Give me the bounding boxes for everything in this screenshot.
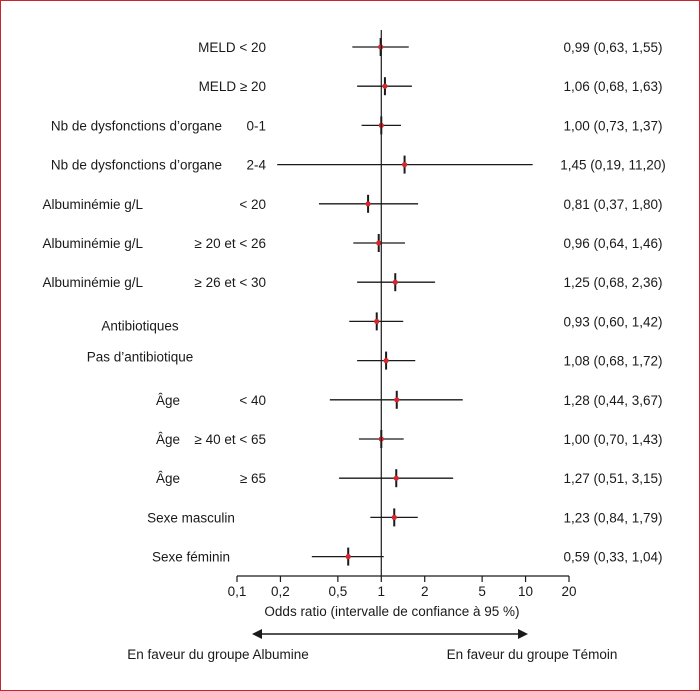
forest-row: MELD ≥ 20 1,06 (0,68, 1,63) [199, 77, 663, 96]
row-label: Sexe masculin [147, 510, 235, 525]
x-tick-label: 20 [561, 584, 576, 599]
row-sublabel: ≥ 40 et < 65 [194, 432, 266, 447]
or-point [382, 83, 388, 89]
x-tick-label: 0,1 [228, 584, 247, 599]
forest-row: Albuminémie g/L < 20 0,81 (0,37, 1,80) [42, 194, 663, 213]
forest-row: Sexe masculin 1,23 (0,84, 1,79) [147, 508, 663, 527]
row-sublabel: < 20 [239, 197, 266, 212]
row-value: 1,27 (0,51, 3,15) [563, 471, 662, 486]
row-label: MELD < 20 [198, 40, 266, 55]
forest-row: Âge ≥ 40 et < 65 1,00 (0,70, 1,43) [156, 430, 663, 448]
favors-left-label: En faveur du groupe Albumine [127, 647, 309, 662]
forest-row: MELD < 20 0,99 (0,63, 1,55) [198, 38, 663, 56]
row-sublabel: < 40 [239, 393, 266, 408]
rows-layer: MELD < 20 0,99 (0,63, 1,55) MELD ≥ 20 1,06 … [42, 38, 666, 566]
forest-row: Sexe féminin 0,59 (0,33, 1,04) [152, 547, 663, 566]
row-label: Âge [156, 432, 180, 447]
or-point [376, 240, 382, 246]
row-label: Âge [156, 471, 180, 486]
row-value: 0,99 (0,63, 1,55) [563, 40, 662, 55]
forest-row: Albuminémie g/L ≥ 26 et < 30 1,25 (0,68, 2… [42, 273, 663, 292]
or-point [391, 514, 397, 521]
x-tick-label: 1 [378, 584, 386, 599]
forest-row: Nb de dysfonctions d’organe 0-1 1,00 (0,73… [51, 116, 663, 135]
row-value: 1,23 (0,84, 1,79) [563, 510, 662, 525]
row-value: 0,81 (0,37, 1,80) [563, 197, 662, 212]
row-value: 0,93 (0,60, 1,42) [563, 314, 662, 329]
row-value: 1,28 (0,44, 3,67) [563, 393, 662, 408]
arrow-right-head [518, 629, 528, 639]
or-point [345, 554, 351, 560]
row-label: Âge [156, 393, 180, 408]
or-point [365, 201, 371, 207]
row-label: Antibiotiques [101, 318, 179, 333]
row-value: 0,96 (0,64, 1,46) [563, 236, 662, 251]
row-sublabel: 0-1 [246, 118, 266, 133]
or-point [374, 318, 380, 324]
x-axis-label: Odds ratio (intervalle de confiance à 95… [264, 604, 519, 619]
x-tick-label: 2 [421, 584, 429, 599]
row-value: 1,45 (0,19, 11,20) [560, 158, 666, 173]
row-value: 0,59 (0,33, 1,04) [563, 550, 662, 565]
row-value: 1,06 (0,68, 1,63) [563, 79, 662, 94]
row-label: Nb de dysfonctions d’organe [51, 118, 222, 133]
or-point [378, 44, 384, 50]
forest-row: Antibiotiques 0,93 (0,60, 1,42) [101, 312, 663, 333]
row-sublabel: ≥ 65 [240, 471, 266, 486]
row-sublabel: 2-4 [246, 158, 266, 173]
favors-right-label: En faveur du groupe Témoin [447, 647, 618, 662]
row-sublabel: ≥ 20 et < 26 [194, 236, 266, 251]
direction-arrow [252, 629, 528, 639]
forest-row: Nb de dysfonctions d’organe 2-4 1,45 (0,19… [51, 155, 666, 174]
row-label: Albuminémie g/L [42, 275, 143, 290]
x-tick-label: 10 [518, 584, 533, 599]
arrow-left-head [252, 629, 262, 639]
x-ticks: 0,1 0,2 0,5 1 2 5 10 20 [228, 576, 577, 599]
or-point [394, 397, 400, 403]
forest-row: Âge ≥ 65 1,27 (0,51, 3,15) [156, 469, 663, 488]
row-value: 1,25 (0,68, 2,36) [563, 275, 662, 290]
x-tick-label: 0,5 [328, 584, 347, 599]
row-label: Pas d’antibiotique [87, 350, 194, 365]
row-value: 1,08 (0,68, 1,72) [563, 354, 662, 369]
x-tick-label: 5 [478, 584, 486, 599]
forest-row: Albuminémie g/L ≥ 20 et < 26 0,96 (0,64, 1… [42, 234, 663, 252]
row-label: Nb de dysfonctions d’organe [51, 158, 222, 173]
row-label: MELD ≥ 20 [199, 79, 266, 94]
row-sublabel: ≥ 26 et < 30 [194, 275, 266, 290]
row-value: 1,00 (0,70, 1,43) [563, 432, 662, 447]
or-point [383, 358, 389, 364]
row-label: Albuminémie g/L [42, 197, 143, 212]
or-point [401, 162, 408, 168]
x-tick-label: 0,2 [271, 584, 290, 599]
or-point [392, 279, 398, 285]
row-label: Sexe féminin [152, 550, 230, 565]
row-label: Albuminémie g/L [42, 236, 143, 251]
forest-row: Pas d’antibiotique 1,08 (0,68, 1,72) [87, 350, 663, 370]
forest-row: Âge < 40 1,28 (0,44, 3,67) [156, 390, 663, 409]
or-point [393, 475, 399, 481]
row-value: 1,00 (0,73, 1,37) [563, 118, 662, 133]
